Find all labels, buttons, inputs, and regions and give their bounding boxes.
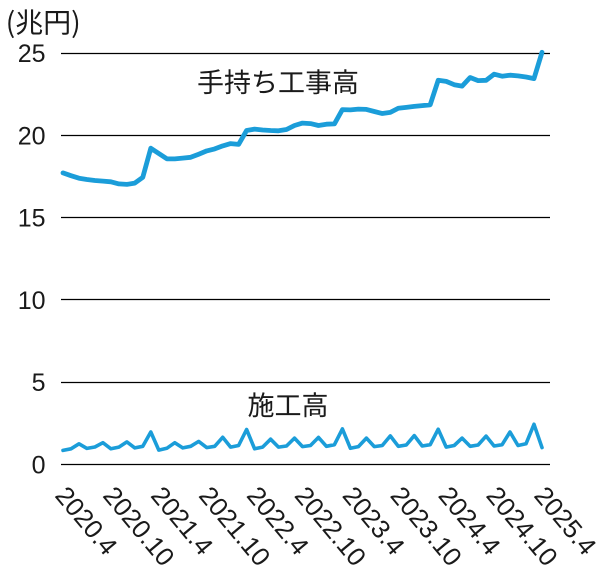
svg-text:5: 5 bbox=[32, 369, 46, 397]
svg-text:15: 15 bbox=[18, 205, 46, 233]
svg-text:0: 0 bbox=[32, 451, 46, 479]
svg-text:20: 20 bbox=[18, 122, 46, 150]
svg-text:10: 10 bbox=[18, 287, 46, 315]
svg-text:25: 25 bbox=[18, 40, 46, 68]
